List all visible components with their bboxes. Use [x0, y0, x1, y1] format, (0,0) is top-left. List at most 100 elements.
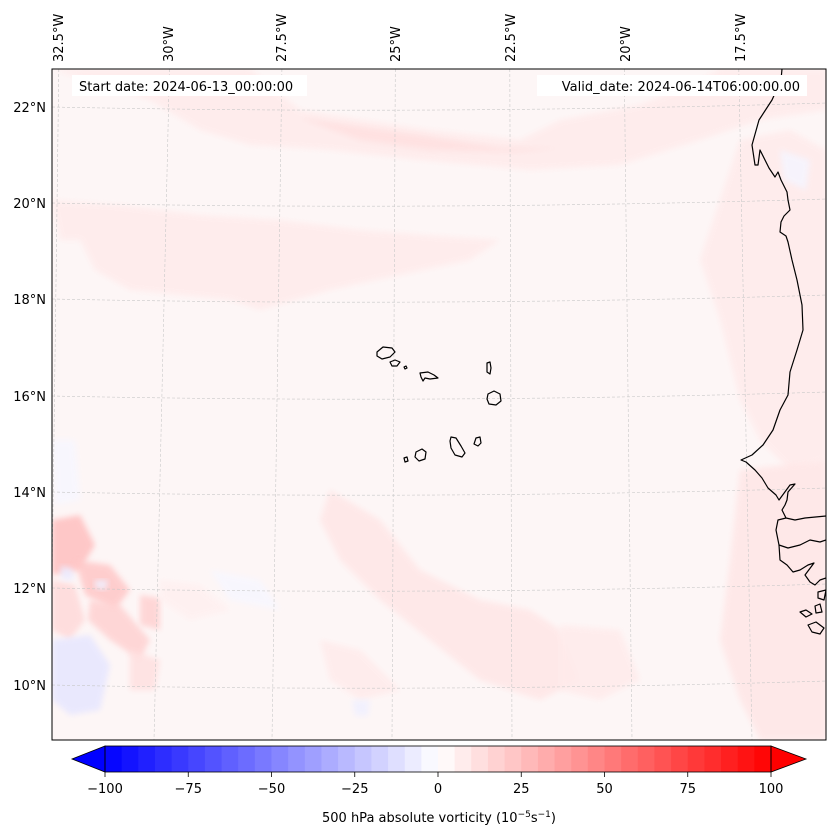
meridian-gridline: [271, 69, 283, 740]
colorbar-cell: [587, 746, 605, 772]
island-brava: [403, 456, 409, 463]
colorbar-cell: [737, 746, 755, 772]
latitude-tick-label: 10°N: [13, 679, 46, 694]
colorbar-cell: [254, 746, 272, 772]
island-santiago: [449, 436, 466, 458]
colorbar-ticks: −100 −75 −50 −25 0 25 50 75 100: [87, 772, 783, 797]
guinea-bissau-coastline: [778, 544, 826, 586]
colorbar-tick-label: 75: [679, 782, 696, 797]
parallel-gridline: [52, 294, 826, 303]
parallel-gridline: [52, 487, 826, 496]
colorbar-cell: [338, 746, 356, 772]
colorbar-cell: [687, 746, 705, 772]
positive-vorticity-region: [320, 490, 580, 700]
longitude-tick-label: 20°W: [619, 26, 634, 62]
negative-vorticity-region: [210, 570, 280, 610]
colorbar-cell: [321, 746, 339, 772]
colorbar-cell: [288, 746, 306, 772]
positive-vorticity-region: [88, 600, 150, 660]
colorbar-cell: [138, 746, 156, 772]
colorbar-cell: [221, 746, 239, 772]
positive-vorticity-region: [52, 580, 85, 640]
colorbar-cells: [105, 746, 772, 772]
date-annotations: Start date: 2024-06-13_00:00:00 Valid_da…: [72, 75, 807, 96]
map-frame: [51, 68, 827, 741]
longitude-labels: 32.5°W 30°W 27.5°W 25°W 22.5°W 20°W 17.5°W: [52, 14, 749, 62]
island-fogo: [414, 448, 427, 462]
positive-vorticity-region: [320, 640, 400, 700]
island-santa-luzia: [403, 365, 408, 370]
colorbar-cell: [188, 746, 206, 772]
latitude-tick-label: 16°N: [13, 390, 46, 405]
start-date-label: Start date: 2024-06-13_00:00:00: [79, 80, 293, 95]
island-sal: [486, 361, 492, 375]
colorbar-cell: [171, 746, 189, 772]
colorbar-cell: [371, 746, 389, 772]
colorbar-cell: [154, 746, 173, 772]
colorbar-cell: [521, 746, 539, 772]
colorbar-cell: [621, 746, 639, 772]
longitude-tick-label: 27.5°W: [275, 14, 290, 62]
colorbar-cell: [554, 746, 572, 772]
map-area: Start date: 2024-06-13_00:00:00 Valid_da…: [52, 69, 826, 740]
parallel-gridline: [52, 583, 826, 592]
positive-vorticity-region: [300, 118, 560, 152]
colorbar: −100 −75 −50 −25 0 25 50 75 100 500 hPa absolute…: [70, 745, 808, 826]
negative-vorticity-region: [95, 580, 108, 590]
meridian-gridline: [52, 69, 60, 611]
colorbar-label: 500 hPa absolute vorticity (10−5s−1): [322, 810, 556, 826]
island-sao-nicolau: [419, 371, 439, 382]
colorbar-cell: [654, 746, 672, 772]
colorbar-cell: [354, 746, 372, 772]
meridian-gridline: [509, 69, 513, 740]
positive-vorticity-region: [52, 200, 500, 310]
colorbar-cell: [421, 746, 439, 772]
colorbar-cell: [271, 746, 289, 772]
colorbar-cell: [204, 746, 223, 772]
colorbar-cell: [238, 746, 256, 772]
valid-date-label: Valid_date: 2024-06-14T06:00:00.00: [562, 80, 800, 95]
colorbar-cell: [637, 746, 655, 772]
latitude-labels: 22°N 20°N 18°N 16°N 14°N 12°N 10°N: [13, 101, 46, 694]
latitude-tick-label: 22°N: [13, 101, 46, 116]
parallel-gridline: [52, 680, 826, 689]
colorbar-cell: [438, 746, 456, 772]
colorbar-tick-label: −75: [175, 782, 202, 797]
latitude-tick-label: 14°N: [13, 486, 46, 501]
colorbar-cell: [454, 746, 472, 772]
positive-vorticity-region: [720, 460, 826, 740]
colorbar-cell: [754, 746, 772, 772]
meridian-gridline: [391, 69, 396, 740]
colorbar-cell: [504, 746, 522, 772]
island-boa-vista: [486, 390, 502, 406]
parallel-gridline: [52, 198, 826, 207]
valid-date-box: [537, 75, 807, 96]
start-date-box: [72, 75, 307, 96]
colorbar-tick-label: −50: [258, 782, 285, 797]
colorbar-tick-label: −25: [341, 782, 368, 797]
colorbar-cell: [471, 746, 489, 772]
longitude-tick-label: 17.5°W: [734, 14, 749, 62]
parallel-gridline: [52, 391, 826, 400]
longitude-tick-label: 22.5°W: [504, 14, 519, 62]
colorbar-cell: [487, 746, 506, 772]
coastlines: [376, 69, 826, 635]
gambia-coastline: [775, 517, 826, 549]
colorbar-tick-label: 100: [759, 782, 784, 797]
africa-coastline-north: [740, 69, 826, 521]
latitude-tick-label: 12°N: [13, 582, 46, 597]
negative-vorticity-region: [352, 700, 370, 716]
positive-vorticity-region: [560, 625, 640, 700]
longitude-tick-label: 30°W: [162, 26, 177, 62]
negative-vorticity-region: [52, 440, 80, 505]
colorbar-cell: [121, 746, 139, 772]
meridian-gridline: [738, 69, 753, 740]
colorbar-tick-label: 25: [513, 782, 530, 797]
colorbar-cell: [721, 746, 739, 772]
colorbar-cell: [537, 746, 556, 772]
negative-vorticity-region: [780, 150, 810, 190]
colorbar-cell: [704, 746, 722, 772]
colorbar-extend-max: [770, 745, 808, 773]
island-maio: [473, 436, 482, 447]
latitude-tick-label: 20°N: [13, 197, 46, 212]
